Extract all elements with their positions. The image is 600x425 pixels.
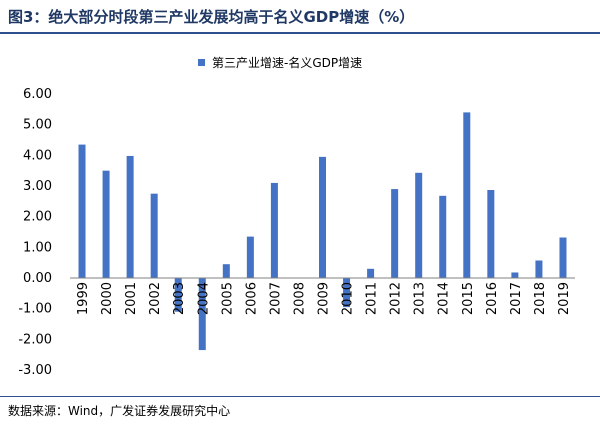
x-tick-label: 2000	[100, 282, 115, 315]
x-tick-label: 2019	[557, 282, 572, 315]
x-tick-label: 2003	[172, 282, 187, 315]
x-tick-label: 2005	[220, 282, 235, 315]
bar-2002	[150, 193, 158, 278]
bar-2016	[487, 189, 495, 278]
bar-2019	[559, 237, 567, 278]
bar-2004	[198, 278, 206, 351]
x-tick-label: 2002	[148, 282, 163, 315]
bar-2006	[246, 236, 254, 278]
bar-2000	[102, 170, 110, 278]
footer-rule	[0, 396, 600, 397]
bar-2009	[319, 156, 326, 278]
y-tick-label: -1.00	[18, 302, 52, 317]
bar-2007	[270, 182, 278, 278]
bar-2005	[222, 264, 230, 278]
bar-2001	[126, 155, 134, 278]
x-tick-label: 2001	[124, 282, 139, 315]
y-tick-label: 2.00	[23, 210, 52, 225]
bar-2010	[343, 278, 351, 308]
x-tick-label: 2010	[341, 282, 356, 315]
legend-label: 第三产业增速-名义GDP增速	[212, 55, 362, 70]
x-tick-label: 2004	[196, 282, 211, 315]
y-tick-label: 3.00	[23, 179, 52, 194]
x-tick-label: 2012	[389, 282, 404, 315]
bar-2013	[415, 172, 423, 278]
y-tick-label: 0.00	[23, 271, 52, 286]
legend: 第三产业增速-名义GDP增速	[198, 55, 362, 70]
figure-title: 图3：绝大部分时段第三产业发展均高于名义GDP增速（%）	[8, 8, 415, 26]
x-tick-label: 2011	[365, 282, 380, 315]
x-axis-ticks: 1999 2000 2001 2002 2003 2004 2005 2006 2007 2008…	[76, 282, 572, 315]
y-tick-label: -2.00	[18, 332, 52, 347]
x-tick-label: 2017	[509, 282, 524, 315]
title-rule	[0, 32, 600, 34]
figure-title-bar: 图3：绝大部分时段第三产业发展均高于名义GDP增速（%）	[0, 0, 600, 34]
bar-2015	[463, 112, 471, 279]
x-tick-label: 2009	[317, 282, 332, 315]
x-tick-label: 2007	[268, 282, 283, 315]
x-tick-label: 2006	[244, 282, 259, 315]
x-tick-label: 1999	[76, 282, 91, 315]
x-tick-label: 2015	[461, 282, 476, 315]
bar-1999	[78, 144, 86, 278]
y-tick-label: 6.00	[23, 87, 52, 102]
bar-chart: 第三产业增速-名义GDP增速 6.00 5.00 4.00 3.00 2.00 1.00 0…	[18, 55, 575, 378]
y-tick-label: 1.00	[23, 240, 52, 255]
bar-2012	[391, 189, 399, 278]
source-note: 数据来源：Wind，广发证券发展研究中心	[8, 404, 231, 418]
y-tick-label: -3.00	[18, 363, 52, 378]
legend-swatch	[198, 59, 205, 66]
bars	[78, 112, 567, 351]
bar-2011	[367, 268, 375, 278]
y-tick-label: 4.00	[23, 148, 52, 163]
y-axis-ticks: 6.00 5.00 4.00 3.00 2.00 1.00 0.00 -1.00 -2.00 -3…	[18, 87, 52, 378]
x-tick-label: 2014	[437, 282, 452, 315]
x-tick-label: 2013	[413, 282, 428, 315]
bar-2017	[511, 272, 519, 278]
x-tick-label: 2016	[485, 282, 500, 315]
bar-2014	[439, 195, 447, 278]
bar-2018	[535, 260, 543, 278]
y-tick-label: 5.00	[23, 118, 52, 133]
bar-2003	[174, 278, 182, 312]
x-tick-label: 2018	[533, 282, 548, 315]
x-tick-label: 2008	[292, 282, 307, 315]
